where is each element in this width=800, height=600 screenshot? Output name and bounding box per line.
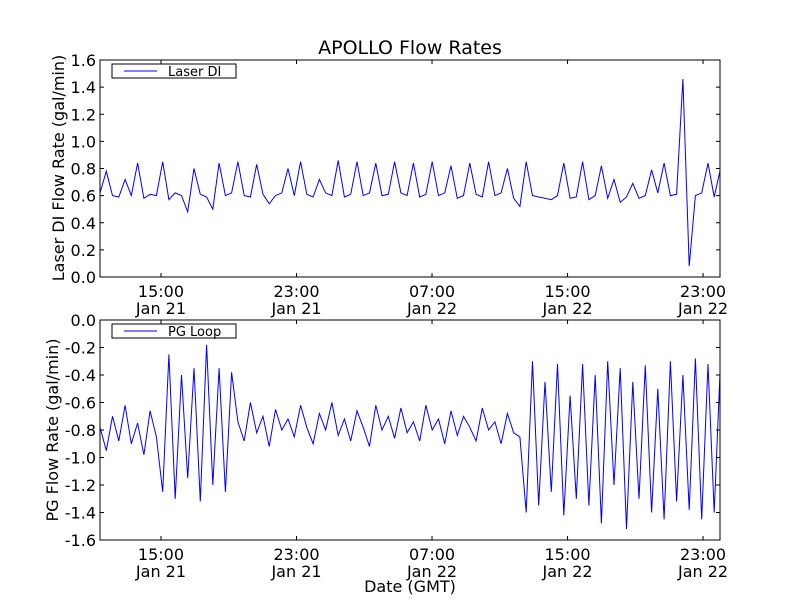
legend-label: Laser DI <box>168 65 221 80</box>
y-tick-label: -0.6 <box>65 394 96 413</box>
pg-loop-series-line <box>100 344 720 530</box>
y-tick-label: -1.6 <box>65 531 96 550</box>
y-tick-label: 0.8 <box>71 160 96 179</box>
y-tick-label: 0.6 <box>71 187 96 206</box>
y-tick-label: 1.4 <box>71 78 96 97</box>
x-tick-label-date: Jan 22 <box>677 562 728 581</box>
x-tick-label-date: Jan 22 <box>406 562 457 581</box>
y-tick-label: -0.4 <box>65 366 96 385</box>
y-tick-label: -1.4 <box>65 504 96 523</box>
x-axis-label: Date (GMT) <box>364 577 456 596</box>
bottom-axes: -1.6 -1.4 -1.2 -1.0 -0.8 -0.6 -0.4 -0.2 0.0 15:00… <box>65 311 728 581</box>
x-tick-label-time: 07:00 <box>409 545 455 564</box>
x-tick-label-date: Jan 21 <box>135 299 186 318</box>
y-tick-label: 1.6 <box>71 51 96 70</box>
x-tick-label-date: Jan 21 <box>270 299 321 318</box>
y-tick-label: 1.0 <box>71 132 96 151</box>
x-tick-label-time: 15:00 <box>544 545 590 564</box>
x-tick-label-date: Jan 22 <box>406 299 457 318</box>
legend-box <box>111 63 237 79</box>
x-tick-label-time: 15:00 <box>138 282 184 301</box>
top-y-axis-label: Laser DI Flow Rate (gal/min) <box>49 55 68 282</box>
x-tick-label-time: 23:00 <box>273 282 319 301</box>
x-tick-label-date: Jan 22 <box>677 299 728 318</box>
bottom-y-axis-label: PG Flow Rate (gal/min) <box>43 339 62 522</box>
y-tick-label: -1.0 <box>65 449 96 468</box>
y-tick-label: 1.2 <box>71 105 96 124</box>
x-tick-label-time: 15:00 <box>544 282 590 301</box>
x-tick-label-date: Jan 21 <box>270 562 321 581</box>
x-tick-label-time: 23:00 <box>273 545 319 564</box>
x-tick-label-date: Jan 22 <box>541 562 592 581</box>
legend-box <box>111 323 237 339</box>
y-tick-label: -1.2 <box>65 476 96 495</box>
y-tick-label: 0.0 <box>71 268 96 287</box>
x-tick-label-time: 15:00 <box>138 545 184 564</box>
y-tick-label: 0.2 <box>71 241 96 260</box>
x-tick-label-time: 23:00 <box>680 282 726 301</box>
x-tick-label-date: Jan 22 <box>541 299 592 318</box>
y-tick-label: -0.8 <box>65 421 96 440</box>
chart-title: APOLLO Flow Rates <box>318 37 502 59</box>
top-legend: Laser DI <box>111 63 237 80</box>
y-tick-label: 0.0 <box>71 311 96 330</box>
legend-label: PG Loop <box>168 325 221 340</box>
x-tick-label-date: Jan 21 <box>135 562 186 581</box>
x-tick-label-time: 23:00 <box>680 545 726 564</box>
y-tick-label: -0.2 <box>65 339 96 358</box>
laser-di-series-line <box>100 78 720 267</box>
x-tick-label-time: 07:00 <box>409 282 455 301</box>
bottom-legend: PG Loop <box>111 323 237 340</box>
y-tick-label: 0.4 <box>71 214 96 233</box>
